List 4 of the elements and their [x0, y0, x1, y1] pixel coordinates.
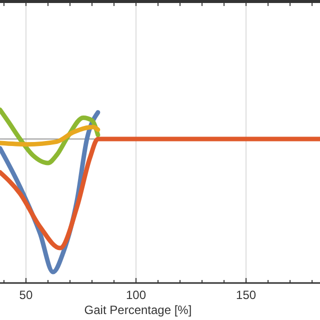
x-tick-label: 50	[19, 288, 33, 302]
x-tick-label: 150	[236, 288, 256, 302]
x-tick-label: 100	[126, 288, 146, 302]
x-axis-title: Gait Percentage [%]	[84, 303, 192, 317]
